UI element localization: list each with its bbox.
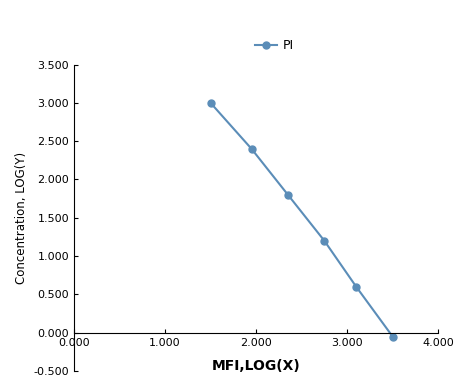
Y-axis label: Concentration, LOG(Y): Concentration, LOG(Y): [15, 152, 28, 284]
PI: [285, 192, 291, 197]
X-axis label: MFI,LOG(X): MFI,LOG(X): [212, 359, 301, 373]
PI: [249, 147, 254, 151]
Line: PI: PI: [207, 100, 396, 340]
PI: [390, 334, 395, 339]
PI: [322, 238, 327, 243]
Legend: PI: PI: [250, 34, 299, 57]
PI: [354, 284, 359, 289]
PI: [208, 100, 213, 105]
